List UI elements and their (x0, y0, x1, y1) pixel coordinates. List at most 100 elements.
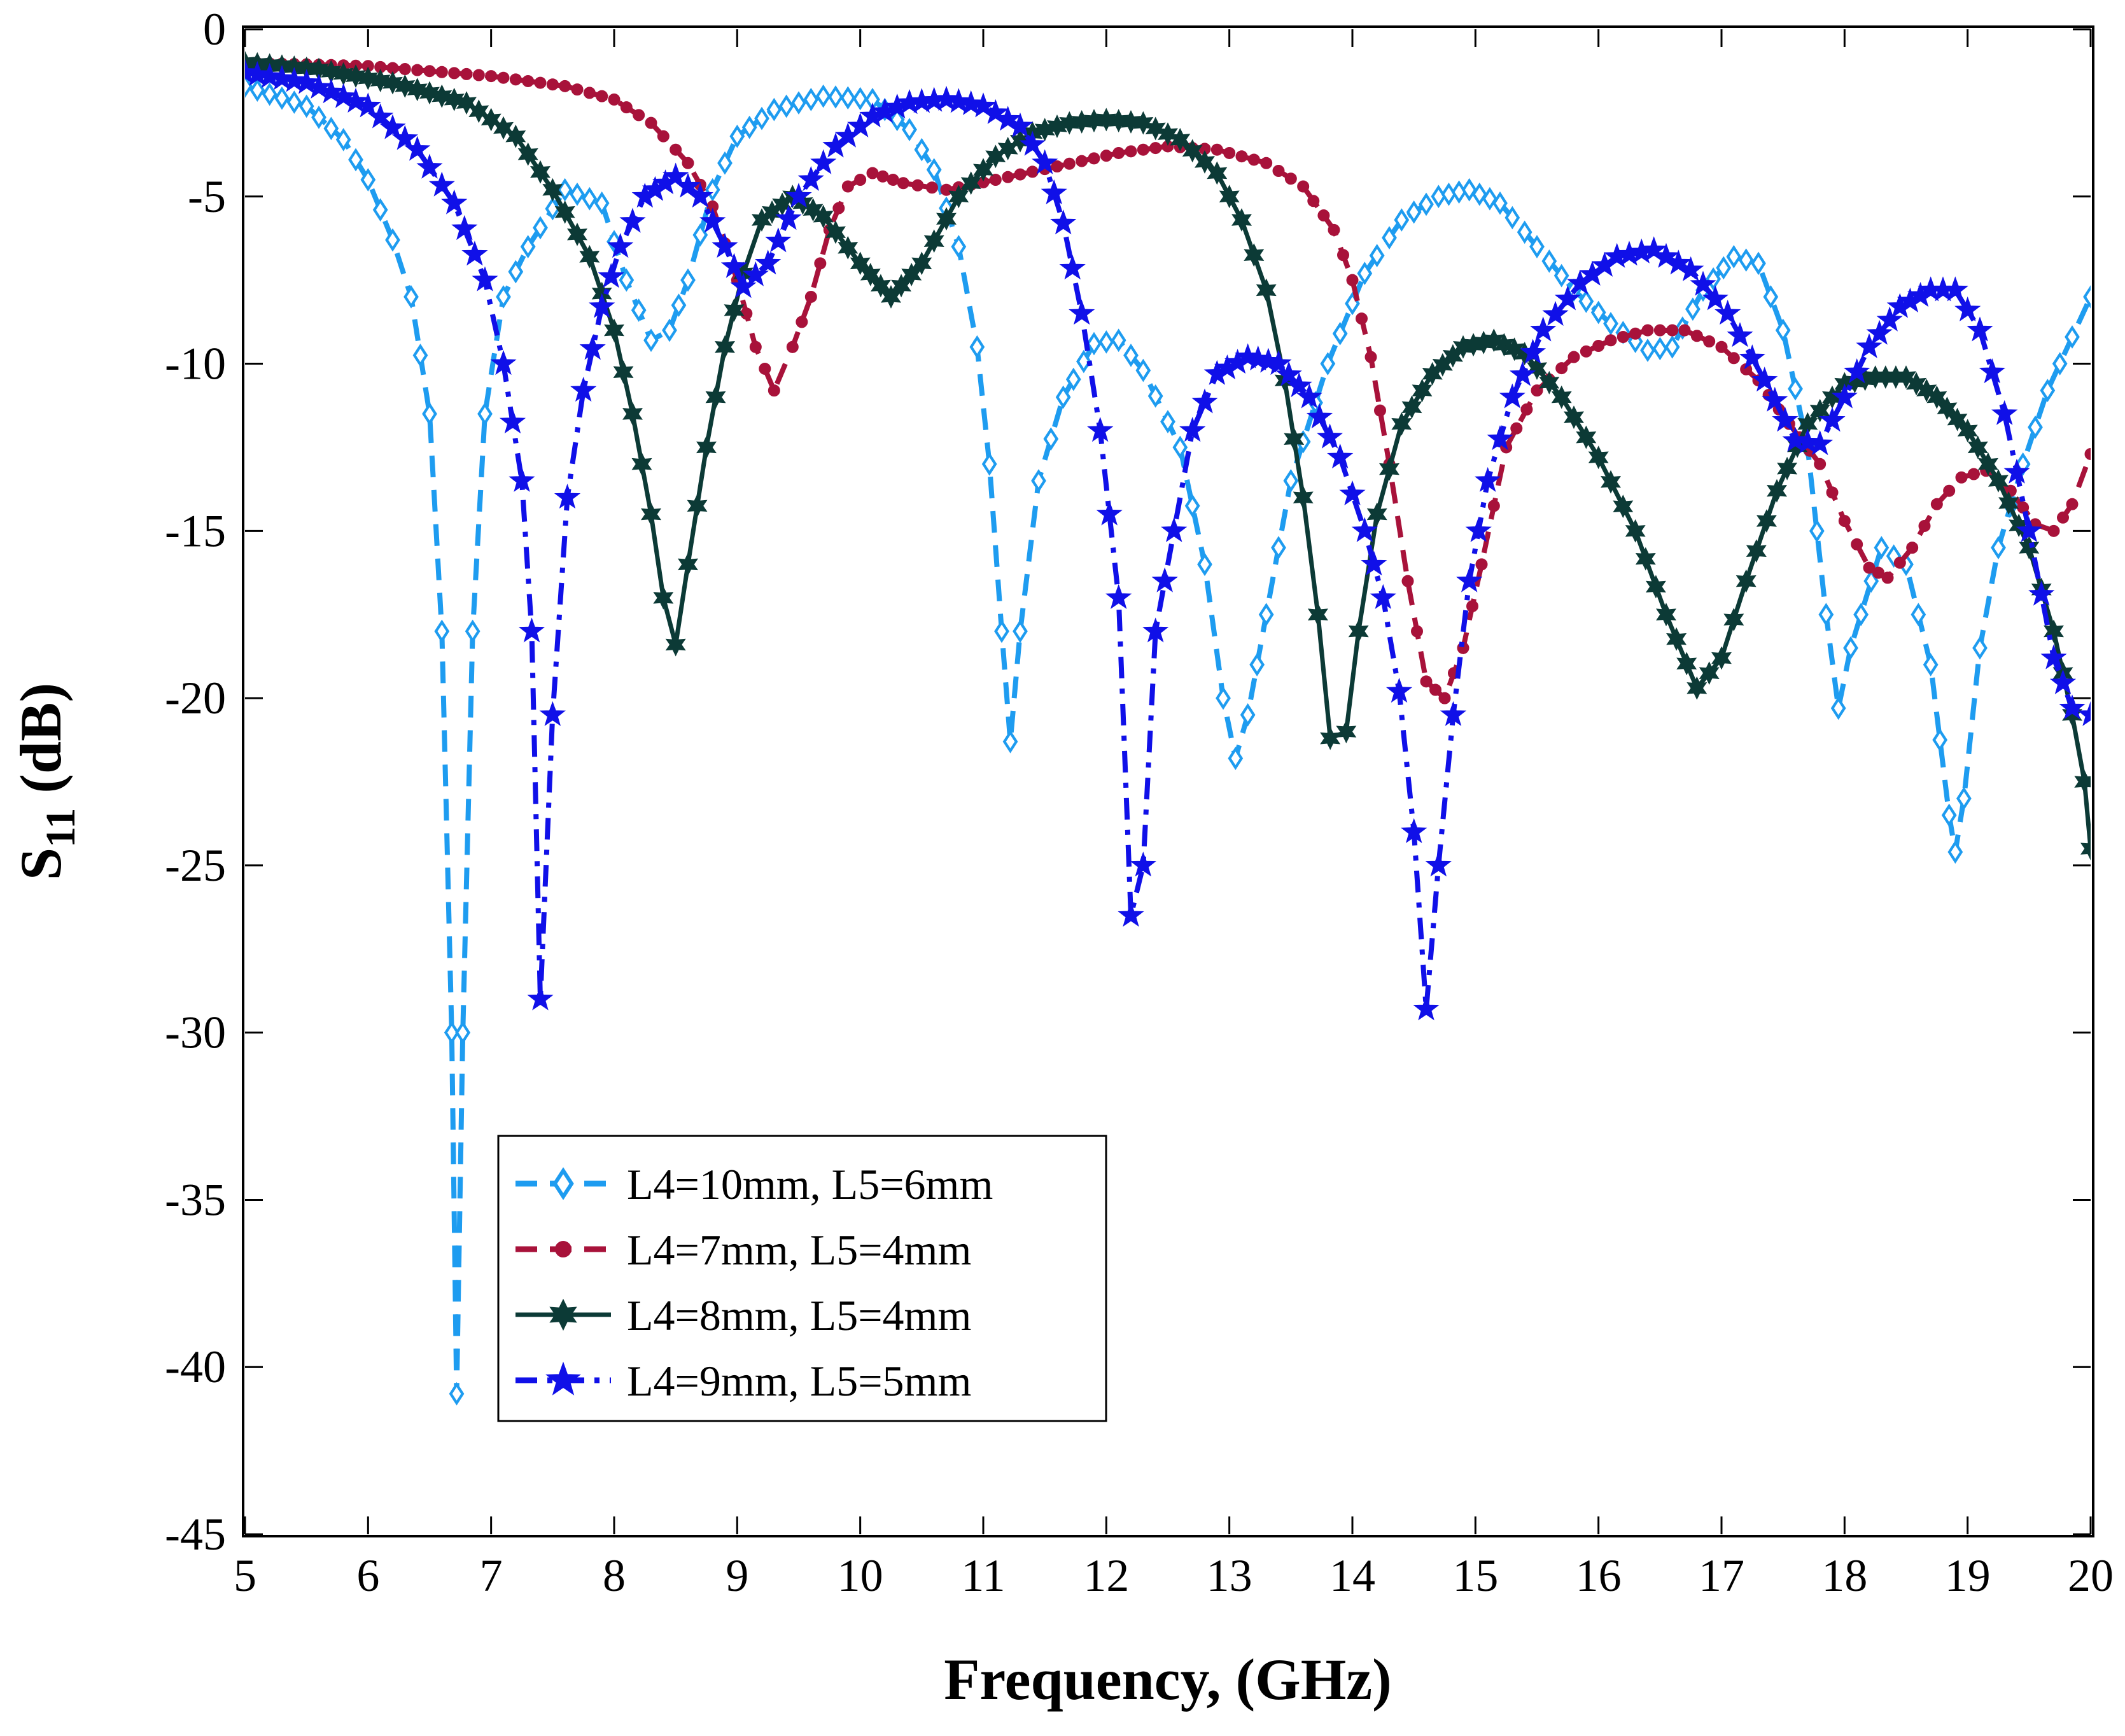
data-point-marker (1715, 300, 1741, 325)
data-point-marker (705, 385, 726, 409)
data-point-marker (1807, 430, 1834, 456)
data-point-marker (579, 244, 600, 269)
y-tick-label: 0 (203, 4, 226, 55)
data-point-marker (1592, 340, 1605, 353)
data-point-marker (1555, 362, 1568, 375)
data-point-marker (555, 1241, 572, 1257)
data-point-marker (1756, 509, 1777, 533)
data-point-marker (1336, 720, 1357, 744)
data-point-marker (911, 179, 924, 192)
data-point-marker (665, 633, 686, 657)
data-point-marker (1541, 249, 1557, 273)
data-point-marker (1625, 519, 1646, 543)
data-point-marker (814, 257, 827, 270)
data-point-marker (444, 87, 465, 111)
data-point-marker (589, 293, 615, 318)
data-point-marker (1197, 552, 1212, 577)
data-point-marker (262, 82, 277, 106)
data-point-marker (508, 466, 535, 492)
data-point-marker (1031, 469, 1046, 493)
data-point-marker (1563, 405, 1585, 430)
data-point-marker (382, 71, 403, 95)
data-point-marker (1782, 426, 1809, 452)
data-point-marker (534, 76, 547, 89)
data-point-marker (1382, 226, 1397, 249)
data-point-marker (1256, 278, 1277, 302)
data-point-marker (1374, 404, 1386, 417)
data-point-marker (2059, 694, 2086, 720)
data-point-marker (1401, 818, 1427, 843)
data-point-marker (1055, 385, 1071, 409)
data-point-marker (1818, 603, 1834, 627)
data-point-marker (1504, 206, 1520, 230)
data-point-marker (1911, 603, 1926, 627)
data-point-marker (1391, 412, 1412, 436)
data-point-marker (1105, 584, 1132, 610)
data-point-marker (1906, 542, 1919, 554)
y-axis-title-unit: (dB) (8, 683, 73, 808)
series-line (245, 60, 2091, 849)
data-point-marker (1723, 608, 1744, 632)
series-layer (245, 51, 2091, 1406)
series-1 (245, 74, 2091, 1406)
data-point-marker (1702, 285, 1729, 311)
data-point-marker (441, 189, 468, 214)
data-point-marker (1947, 840, 1963, 864)
x-tick-label: 18 (1821, 1550, 1867, 1601)
data-point-marker (1210, 143, 1223, 156)
data-point-marker (897, 177, 909, 190)
data-point-marker (1123, 344, 1139, 367)
data-point-marker (936, 207, 957, 231)
data-point-marker (1641, 236, 1667, 262)
data-point-marker (810, 149, 837, 174)
legend: L4=10mm, L5=6mm L4=7mm, L5=4mm L4=8mm, L5=… (497, 1135, 1107, 1422)
data-point-marker (1711, 646, 1732, 670)
data-point-marker (680, 268, 696, 292)
data-point-marker (539, 701, 566, 726)
data-point-marker (607, 232, 634, 258)
data-point-marker (2047, 524, 2060, 537)
data-point-marker (671, 293, 687, 317)
data-point-marker (678, 552, 698, 577)
data-point-marker (2057, 511, 2069, 524)
data-point-marker (1664, 335, 1680, 359)
data-point-marker (1539, 370, 1560, 395)
data-point-marker (598, 263, 624, 288)
data-point-marker (1851, 538, 1863, 550)
data-point-marker (1043, 427, 1059, 451)
data-point-marker (348, 148, 363, 172)
data-point-marker (391, 125, 418, 150)
data-point-marker (1438, 692, 1451, 704)
data-point-marker (755, 249, 782, 275)
data-point-marker (613, 360, 634, 384)
data-point-marker (699, 207, 726, 233)
data-point-marker (643, 328, 659, 353)
data-point-marker (1517, 220, 1532, 244)
data-point-marker (545, 197, 561, 221)
data-point-marker (1906, 372, 1927, 396)
data-point-marker (1456, 567, 1483, 592)
data-point-marker (468, 99, 489, 123)
data-point-marker (785, 183, 812, 208)
y-axis-ticks: 0 -5 -10 -15 -20 -25 -30 -35 -40 -45 (165, 4, 2091, 1560)
data-point-marker (1863, 561, 1876, 574)
data-point-marker (1002, 730, 1018, 753)
x-tick-label: 20 (2068, 1550, 2114, 1601)
data-point-marker (522, 74, 535, 87)
data-point-marker (2084, 447, 2091, 460)
data-point-marker (1161, 517, 1188, 542)
data-point-marker (472, 266, 498, 291)
data-point-marker (841, 180, 854, 193)
data-point-marker (249, 78, 265, 102)
data-point-marker (1727, 322, 1753, 347)
data-point-marker (914, 137, 930, 162)
data-point-marker (663, 162, 689, 188)
data-point-marker (1736, 569, 1757, 593)
data-point-marker (1998, 491, 2019, 515)
data-point-marker (2080, 837, 2091, 861)
data-point-marker (416, 153, 443, 179)
data-point-marker (1475, 558, 1488, 571)
data-point-marker (860, 263, 881, 286)
data-point-marker (1487, 500, 1500, 512)
data-point-marker (269, 65, 295, 90)
